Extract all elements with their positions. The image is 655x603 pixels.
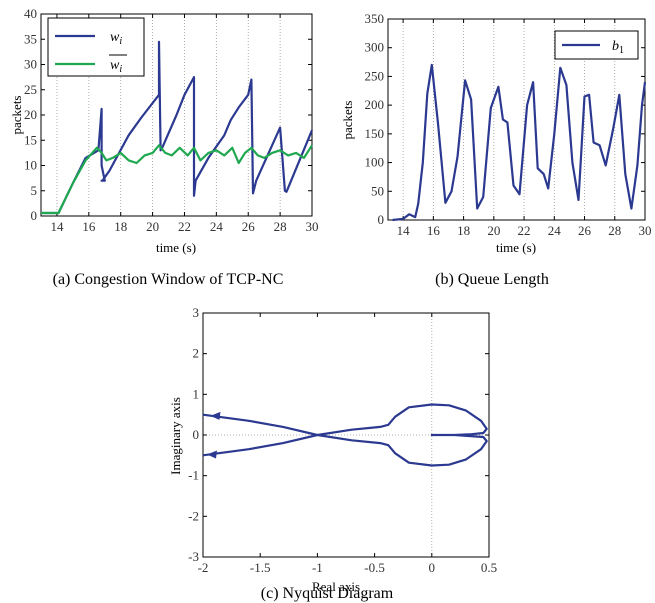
y-tick-label: -2 xyxy=(188,508,199,523)
plot-b-caption: (b) Queue Length xyxy=(435,271,549,288)
plot-c-caption: (c) Nyquist Diagram xyxy=(261,585,394,602)
plot-b-frame xyxy=(387,18,646,221)
y-tick-label: -3 xyxy=(188,549,199,564)
y-tick-label: 100 xyxy=(365,155,385,170)
plot-a-ticks: 14 16 18 20 22 24 26 28 30 0 5 10 15 20 25 30 35 40 xyxy=(24,6,319,234)
x-tick-label: 14 xyxy=(50,219,64,234)
x-tick-label: 26 xyxy=(242,219,256,234)
y-tick-label: 20 xyxy=(24,107,37,122)
y-tick-label: 30 xyxy=(24,57,37,72)
panel-a: 14 16 18 20 22 24 26 28 30 0 5 10 15 20 25 30 35 40 time … xyxy=(9,6,319,288)
legend-label-w-i-bar: wi xyxy=(110,58,122,75)
x-tick-label: 16 xyxy=(427,223,441,238)
x-tick-label: 20 xyxy=(487,223,500,238)
y-tick-label: 15 xyxy=(24,132,37,147)
y-tick-label: 50 xyxy=(371,183,384,198)
y-tick-label: 2 xyxy=(193,346,200,361)
x-tick-label: 18 xyxy=(457,223,470,238)
plot-a-xlabel: time (s) xyxy=(156,240,196,255)
x-tick-label: -1 xyxy=(312,560,323,575)
series-line-w-i-bar xyxy=(41,144,313,215)
x-tick-label: 16 xyxy=(82,219,96,234)
y-tick-label: 10 xyxy=(24,158,37,173)
y-tick-label: 25 xyxy=(24,82,37,97)
plot-b-series xyxy=(392,63,647,222)
nyquist-arrow-lower xyxy=(207,450,218,459)
plot-b-legend: b1 xyxy=(554,30,639,60)
y-tick-label: 350 xyxy=(365,11,385,26)
x-tick-label: 22 xyxy=(518,223,531,238)
y-tick-label: 0 xyxy=(193,427,200,442)
y-tick-label: 40 xyxy=(24,6,37,21)
legend-label-w-i: wi xyxy=(110,30,122,47)
x-tick-label: 28 xyxy=(608,223,621,238)
y-tick-label: 0 xyxy=(378,212,385,227)
x-tick-label: 30 xyxy=(639,223,652,238)
y-tick-label: 1 xyxy=(193,386,200,401)
y-tick-label: 5 xyxy=(31,183,38,198)
y-tick-label: 300 xyxy=(365,40,385,55)
nyquist-arrow-upper xyxy=(210,411,221,420)
x-tick-label: -2 xyxy=(198,560,209,575)
y-tick-label: 35 xyxy=(24,31,37,46)
plot-a-ylabel: packets xyxy=(9,96,24,135)
x-tick-label: 14 xyxy=(397,223,411,238)
plot-c-ylabel: Imaginary axis xyxy=(168,397,183,475)
plot-a-caption: (a) Congestion Window of TCP-NC xyxy=(53,271,284,288)
y-tick-label: -1 xyxy=(188,468,199,483)
series-line-b-1 xyxy=(392,63,647,222)
x-tick-label: 30 xyxy=(306,219,319,234)
plot-c-xlabel: Real axis xyxy=(312,579,360,594)
y-tick-label: 250 xyxy=(365,68,385,83)
x-tick-label: 26 xyxy=(578,223,592,238)
x-tick-label: -1.5 xyxy=(250,560,271,575)
plot-a-legend: wi wi xyxy=(47,17,145,77)
y-tick-label: 200 xyxy=(365,97,385,112)
x-tick-label: 0.5 xyxy=(481,560,497,575)
x-tick-label: 24 xyxy=(210,219,224,234)
x-tick-label: 0 xyxy=(429,560,436,575)
x-tick-label: -0.5 xyxy=(364,560,385,575)
series-line-nyquist-curve xyxy=(202,403,488,467)
x-tick-label: 28 xyxy=(274,219,287,234)
x-tick-label: 18 xyxy=(114,219,127,234)
y-tick-label: 150 xyxy=(365,126,385,141)
plot-c-series xyxy=(202,403,488,467)
y-tick-label: 0 xyxy=(31,208,38,223)
series-line-w-i xyxy=(41,40,314,215)
x-tick-label: 22 xyxy=(178,219,191,234)
y-tick-label: 3 xyxy=(193,305,200,320)
x-tick-label: 20 xyxy=(146,219,159,234)
panel-b: 14 16 18 20 22 24 26 28 30050100150200250300350 … xyxy=(340,11,652,288)
plot-a-series xyxy=(41,40,314,215)
plot-b-ylabel: packets xyxy=(340,101,355,140)
plot-a-legend-box xyxy=(47,17,145,77)
x-tick-label: 24 xyxy=(548,223,562,238)
plot-b-xlabel: time (s) xyxy=(496,240,536,255)
